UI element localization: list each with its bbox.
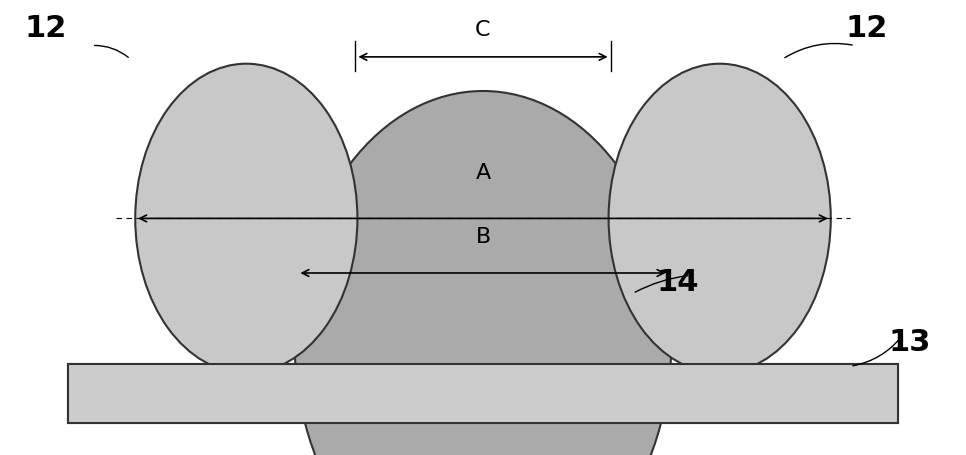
Text: B: B [475, 227, 491, 247]
Ellipse shape [295, 91, 671, 455]
Ellipse shape [135, 64, 357, 373]
Bar [68, 364, 898, 423]
Ellipse shape [609, 64, 831, 373]
Text: 13: 13 [889, 328, 931, 357]
Text: 12: 12 [24, 14, 67, 43]
Bar [68, 364, 898, 423]
Text: C: C [475, 20, 491, 40]
Text: A: A [475, 163, 491, 183]
Text: 14: 14 [657, 268, 699, 298]
Text: 12: 12 [845, 14, 888, 43]
